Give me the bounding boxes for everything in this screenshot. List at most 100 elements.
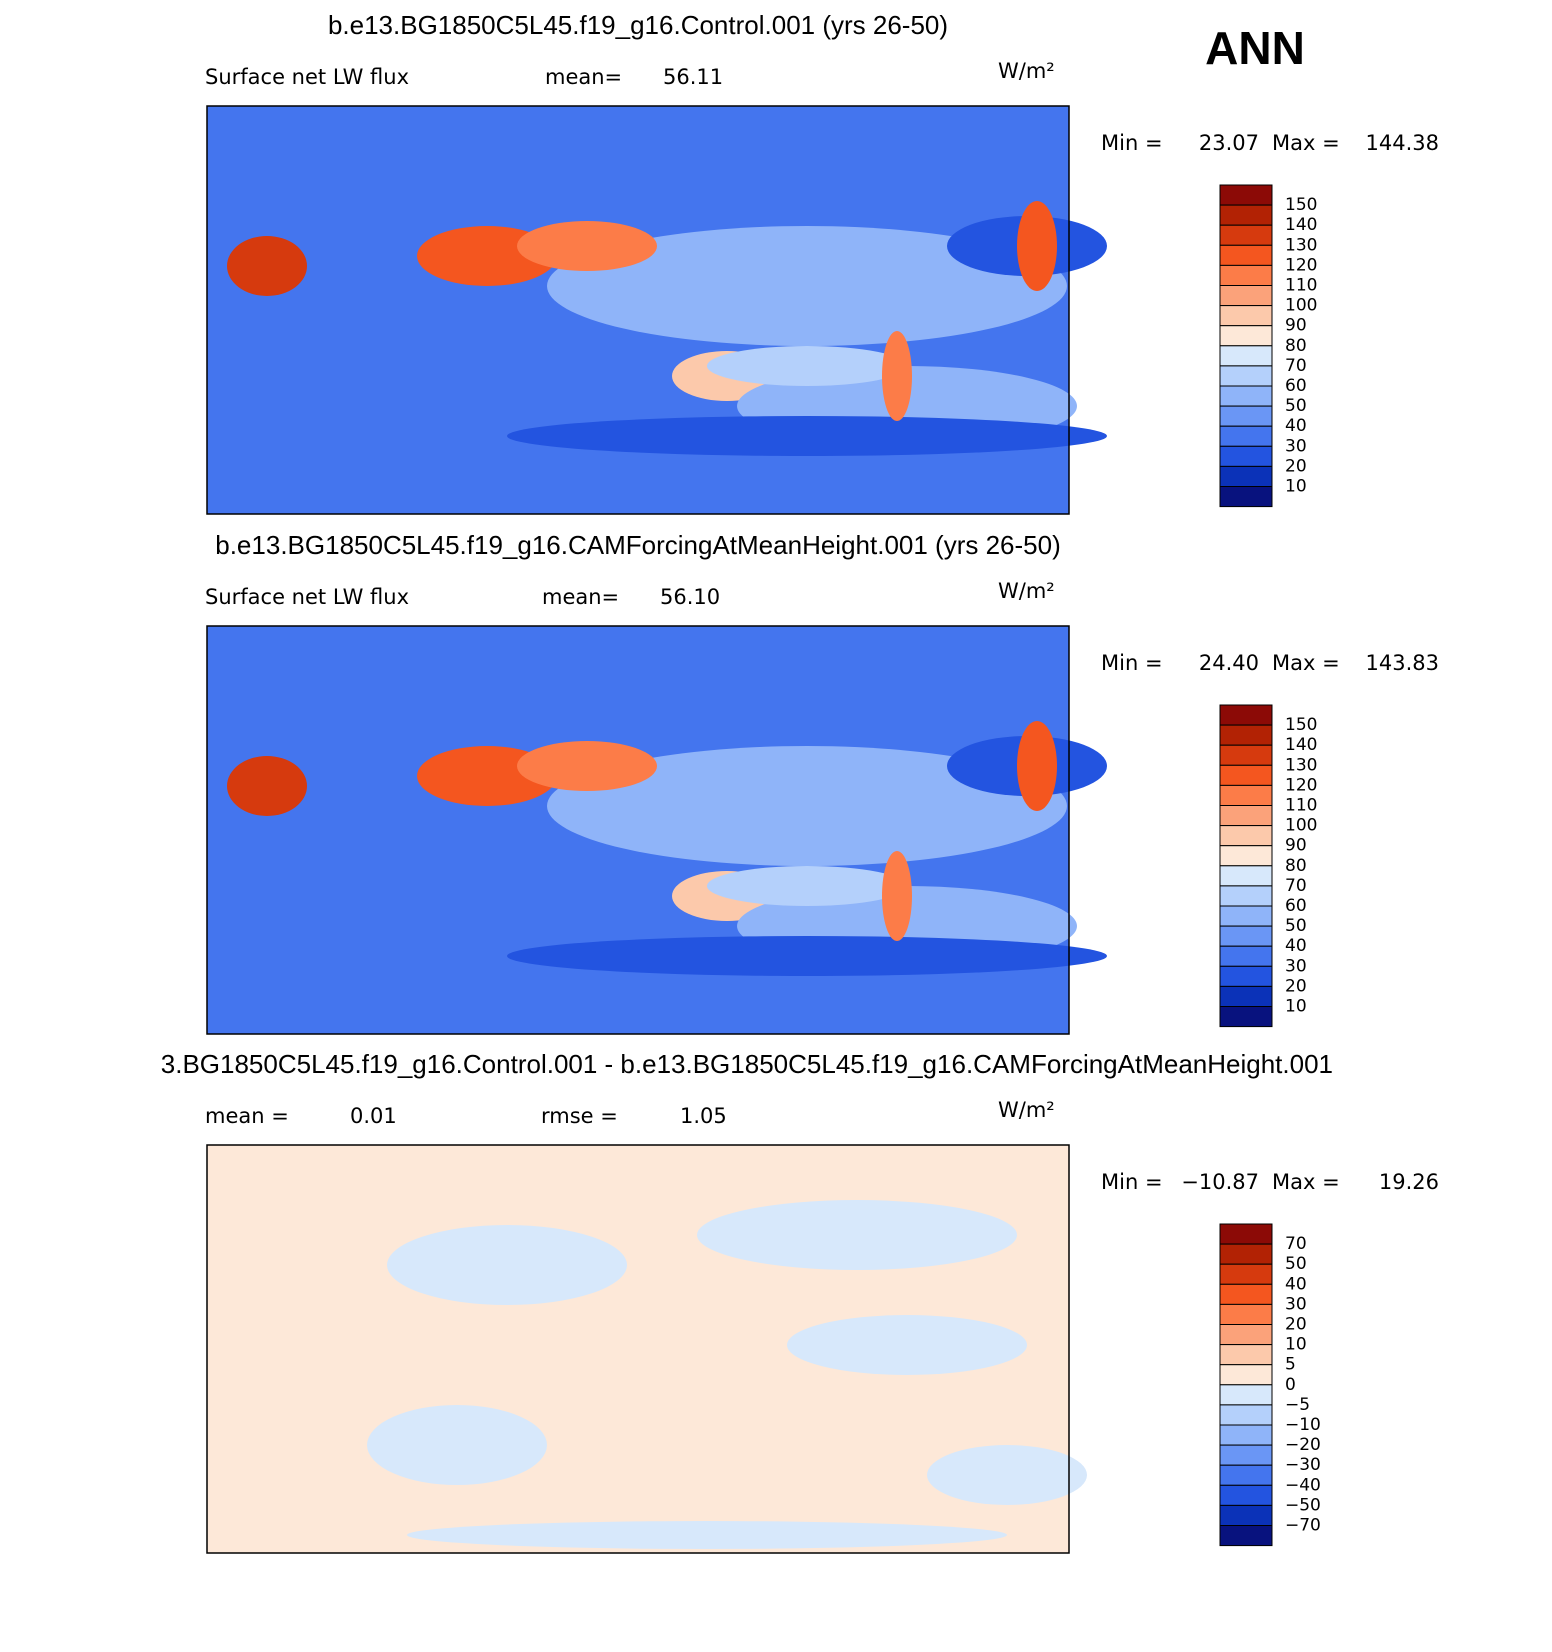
min-value: 23.07 <box>1199 131 1259 155</box>
map-field <box>367 1405 547 1485</box>
colorbar-box <box>1219 224 1273 246</box>
colorbar-label: 10 <box>1285 997 1307 1017</box>
units: W/m² <box>998 59 1055 83</box>
colorbar-box <box>1219 885 1273 907</box>
colorbar-box <box>1219 825 1273 847</box>
colorbar-label: 70 <box>1285 876 1307 896</box>
colorbar-box <box>1219 744 1273 766</box>
colorbar-box <box>1219 865 1273 887</box>
map-field <box>1017 201 1057 291</box>
colorbar-box <box>1219 1324 1273 1346</box>
colorbar-label: 10 <box>1285 477 1307 497</box>
map-field <box>1017 721 1057 811</box>
colorbar-label: −30 <box>1285 1455 1321 1475</box>
colorbar-label: 30 <box>1285 956 1307 976</box>
stat-value: 1.05 <box>680 1104 727 1128</box>
colorbar-box <box>1219 724 1273 746</box>
map-field <box>707 866 907 906</box>
map-field <box>927 1445 1087 1505</box>
colorbar-label: 100 <box>1285 816 1317 836</box>
stat-label: mean = <box>205 1104 289 1128</box>
map-frame <box>206 105 1070 515</box>
colorbar-label: 50 <box>1285 1254 1307 1274</box>
colorbar-label: 40 <box>1285 936 1307 956</box>
map-field <box>547 226 1067 346</box>
colorbar-label: 20 <box>1285 976 1307 996</box>
colorbar-label: 90 <box>1285 316 1307 336</box>
panel-title: b.e13.BG1850C5L45.f19_g16.CAMForcingAtMe… <box>215 530 1061 560</box>
variable-name: Surface net LW flux <box>205 65 409 89</box>
min-label: Min = <box>1101 651 1163 675</box>
colorbar-box <box>1219 945 1273 967</box>
map-field <box>407 1521 1007 1549</box>
colorbar-box <box>1219 244 1273 266</box>
colorbar-label: 90 <box>1285 836 1307 856</box>
colorbar-label: 60 <box>1285 896 1307 916</box>
colorbar-label: 50 <box>1285 916 1307 936</box>
map-field <box>227 236 307 296</box>
colorbar-label: 150 <box>1285 715 1317 735</box>
colorbar-box <box>1219 1243 1273 1265</box>
colorbar-box <box>1219 1283 1273 1305</box>
colorbar-box <box>1219 405 1273 427</box>
colorbar-box <box>1219 365 1273 387</box>
panel-title: 3.BG1850C5L45.f19_g16.Control.001 - b.e1… <box>161 1049 1333 1079</box>
map-field <box>882 331 912 421</box>
map-field <box>227 756 307 816</box>
colorbar-box <box>1219 905 1273 927</box>
colorbar-box <box>1219 1464 1273 1486</box>
colorbar-box <box>1219 965 1273 987</box>
colorbar-label: 140 <box>1285 215 1317 235</box>
min-label: Min = <box>1101 131 1163 155</box>
colorbar-label: 20 <box>1285 1315 1307 1335</box>
colorbar-box <box>1219 325 1273 347</box>
colorbar-label: 130 <box>1285 755 1317 775</box>
colorbar-box <box>1219 1424 1273 1446</box>
colorbar-box <box>1219 345 1273 367</box>
colorbar-box <box>1219 1303 1273 1326</box>
map-field <box>517 221 657 271</box>
max-value: 143.83 <box>1366 651 1439 675</box>
colorbar-label: 130 <box>1285 235 1317 255</box>
map-field <box>507 936 1107 976</box>
max-value: 144.38 <box>1366 131 1439 155</box>
colorbar-box <box>1219 925 1273 947</box>
colorbar-label: 110 <box>1285 276 1317 296</box>
colorbar-box <box>1219 704 1273 726</box>
colorbar-box <box>1219 285 1273 307</box>
max-value: 19.26 <box>1379 1170 1439 1194</box>
colorbar-label: 30 <box>1285 1294 1307 1314</box>
colorbar-box <box>1219 425 1273 447</box>
colorbar-box <box>1219 1484 1273 1506</box>
colorbar-box <box>1219 486 1273 508</box>
map <box>206 105 1107 515</box>
stat-value: 56.10 <box>660 585 720 609</box>
map <box>206 1144 1087 1554</box>
colorbar-label: 70 <box>1285 1234 1307 1254</box>
colorbar-label: −20 <box>1285 1435 1321 1455</box>
colorbar-label: 50 <box>1285 396 1307 416</box>
units: W/m² <box>998 579 1055 603</box>
colorbar-label: −5 <box>1285 1395 1310 1415</box>
map-frame <box>206 625 1070 1035</box>
colorbar-box <box>1219 1504 1273 1527</box>
units: W/m² <box>998 1098 1055 1122</box>
stat-label: mean= <box>542 585 619 609</box>
colorbar-box <box>1219 305 1273 327</box>
colorbar-label: 20 <box>1285 456 1307 476</box>
stat-label: rmse = <box>541 1104 618 1128</box>
colorbar-label: −50 <box>1285 1495 1321 1515</box>
colorbar-label: −40 <box>1285 1475 1321 1495</box>
colorbar-box <box>1219 985 1273 1008</box>
colorbar-box <box>1219 1444 1273 1466</box>
colorbar-box <box>1219 465 1273 487</box>
colorbar-label: 40 <box>1285 1274 1307 1294</box>
colorbar-label: 10 <box>1285 1335 1307 1355</box>
map <box>206 625 1107 1035</box>
colorbar-box <box>1219 1404 1273 1426</box>
min-value: 24.40 <box>1199 651 1259 675</box>
colorbar-label: 100 <box>1285 296 1317 316</box>
min-label: Min = <box>1101 1170 1163 1194</box>
colorbar-label: 0 <box>1285 1375 1296 1395</box>
